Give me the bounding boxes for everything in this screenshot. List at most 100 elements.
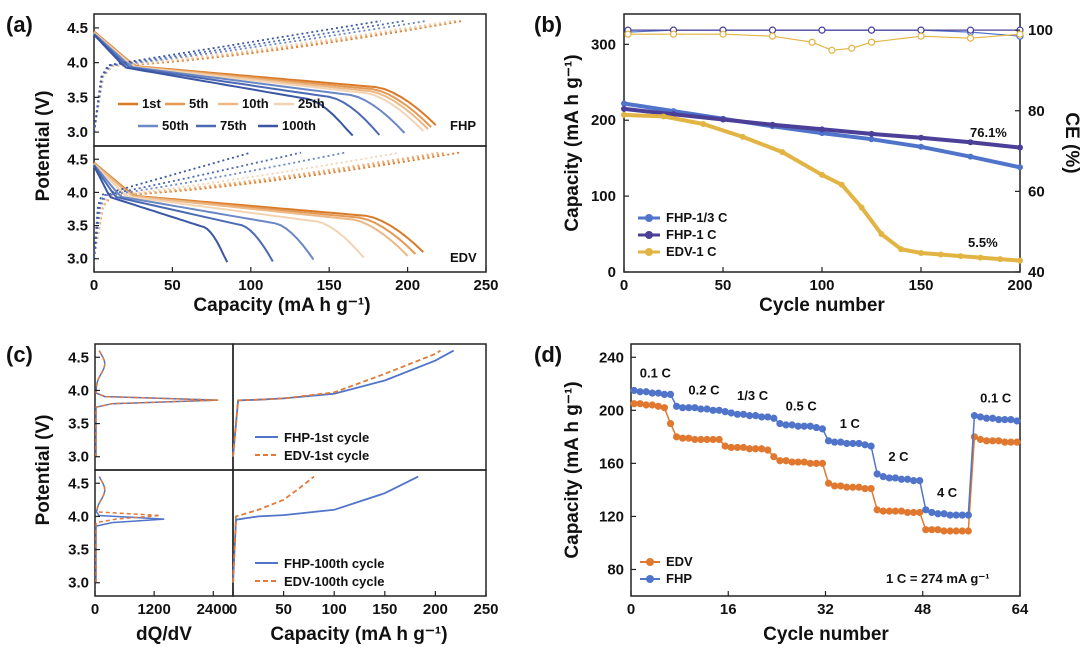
panel-d-point-1-14 xyxy=(715,406,723,414)
panel-d-xlabel: Cycle number xyxy=(763,624,889,645)
panel-b-right-ytick-label-0: 40 xyxy=(1028,264,1045,281)
panel-c-frame-br xyxy=(232,469,487,597)
panel-b-series xyxy=(621,26,1024,264)
panel-a-edv-charge-5 xyxy=(93,151,302,259)
panel-d-point-0-17 xyxy=(733,443,741,452)
panel-a-fhp-charge-1 xyxy=(93,20,458,133)
panel-b-series-line-2 xyxy=(623,112,1021,263)
panel-d-point-0-45 xyxy=(903,508,912,517)
panel-a-fhp-label: FHP xyxy=(450,118,476,133)
panel-b-point-2-1 xyxy=(660,113,667,120)
panel-a-edv-ytick-label-1: 3.5 xyxy=(67,218,88,235)
panel-d-point-1-17 xyxy=(733,410,741,418)
panel-d-point-0-39 xyxy=(867,484,875,493)
panel-a-edv-charge-1 xyxy=(93,151,447,259)
panel-a-legend-label-3: 25th xyxy=(298,96,325,111)
panel-b-ytick-label-2: 200 xyxy=(591,112,616,129)
panel-d-point-0-41 xyxy=(879,507,887,515)
panel-b-point-2-11 xyxy=(937,251,944,258)
panel-b-point-1-8 xyxy=(1017,144,1023,151)
panel-d-point-0-1 xyxy=(636,400,644,408)
panel-a-edv-discharge-3 xyxy=(93,163,365,259)
panel-c-1-ytick-label-2: 4.0 xyxy=(68,508,89,525)
panel-a-edv-ytick-label-0: 3.0 xyxy=(67,251,88,268)
panel-c-100th-fhp-dqdv xyxy=(95,476,165,583)
panel-d-point-0-63 xyxy=(1013,438,1021,446)
panel-c-ylabel: Potential (V) xyxy=(33,415,54,526)
panel-a-edv-discharge-5 xyxy=(93,164,274,262)
panel-c-1-ytick-label-1: 3.5 xyxy=(68,542,89,559)
panel-c-0-ytick-label-0: 3.0 xyxy=(68,449,89,466)
panel-d-point-0-15 xyxy=(721,442,729,450)
panel-d-point-0-32 xyxy=(824,479,833,487)
panel-d-point-0-60 xyxy=(995,437,1003,445)
panel-a-fhp-discharge-5 xyxy=(93,33,381,136)
panel-d-legend-label-0: EDV xyxy=(666,554,693,569)
panel-d-point-0-36 xyxy=(849,483,857,491)
panel-d-point-0-44 xyxy=(897,507,906,515)
panel-b-legend-label-2: EDV-1 C xyxy=(666,244,717,259)
panel-b-ticks: 0 50 100 150 200 0 100 200 300 40 60 80 100 xyxy=(591,22,1053,294)
panel-c-right-xtick-label-4: 200 xyxy=(423,601,448,618)
panel-d-point-1-46 xyxy=(910,477,918,485)
panel-b-point-0-5 xyxy=(868,136,875,143)
panel-d-point-1-20 xyxy=(752,412,760,420)
panel-d-point-0-42 xyxy=(885,507,893,515)
panel-c-0-ytick-label-2: 4.0 xyxy=(68,382,89,399)
panel-d-point-0-26 xyxy=(788,458,796,466)
panel-a-fhp-ytick-label-2: 4.0 xyxy=(67,55,88,72)
panel-c-0-legend-label-1: EDV-1st cycle xyxy=(284,448,369,463)
panel-d-point-1-44 xyxy=(897,475,906,483)
panel-b-point-0-6 xyxy=(918,143,924,150)
panel-d-point-0-3 xyxy=(648,401,656,409)
panel-d-rate-label-7: 0.1 C xyxy=(980,391,1012,406)
panel-a-legend: 1st 5th 10th 25th 50th 75th 100th xyxy=(118,96,325,133)
panel-a-fhp-discharge-6 xyxy=(93,34,354,137)
panel-d-point-0-59 xyxy=(989,437,997,445)
panel-c-right-xlabel: Capacity (mA h g⁻¹) xyxy=(270,624,447,645)
panel-d-point-1-47 xyxy=(916,477,924,485)
panel-d-point-1-9 xyxy=(685,404,693,412)
panel-d-point-0-48 xyxy=(922,526,930,534)
panel-d-point-1-31 xyxy=(818,425,827,433)
panel-d-point-1-3 xyxy=(648,389,656,397)
panel-b-legend-marker-2 xyxy=(645,248,653,256)
panel-d-point-0-47 xyxy=(916,508,924,517)
panel-b-point-2-3 xyxy=(739,133,746,140)
panel-d-point-1-15 xyxy=(721,408,729,416)
panel-b-point-2-6 xyxy=(838,181,845,188)
panel-c-left-xtick-label-0: 0 xyxy=(91,601,99,618)
panel-a-curves xyxy=(93,20,463,263)
panel-d-note: 1 C = 274 mA g⁻¹ xyxy=(886,571,990,586)
panel-b-ce-line-2 xyxy=(628,33,1021,51)
panel-b-ce-point-2-8 xyxy=(917,32,925,40)
panel-d-point-0-13 xyxy=(709,435,717,444)
panel-d-point-0-2 xyxy=(642,401,650,409)
panel-a-bottom-frame xyxy=(93,145,487,273)
panel-d-point-1-8 xyxy=(679,404,687,412)
panel-a-legend-label-5: 75th xyxy=(220,118,247,133)
panel-b-xtick-label-2: 100 xyxy=(809,277,834,294)
panel-d-rate-label-4: 1 C xyxy=(840,416,861,431)
panel-d-point-1-7 xyxy=(672,402,681,410)
panel-d-point-0-38 xyxy=(861,484,869,493)
panel-c-right-xtick-label-5: 250 xyxy=(473,601,498,618)
panel-b-ce-point-2-2 xyxy=(719,30,727,38)
panel-d-point-1-18 xyxy=(739,410,748,418)
panel-a-xtick-label-0: 0 xyxy=(90,277,98,294)
panel-d-ytick-label-2: 160 xyxy=(599,455,624,472)
panel-b-legend-label-1: FHP-1 C xyxy=(666,227,717,242)
panel-d-point-0-43 xyxy=(891,507,899,515)
panel-a-edv-discharge-4 xyxy=(93,164,315,261)
panel-d-series xyxy=(630,386,1021,535)
panel-d-point-0-21 xyxy=(758,445,766,453)
panel-d-point-0-20 xyxy=(752,445,760,453)
panel-d-point-1-57 xyxy=(976,413,985,421)
panel-b-ce-point-1-4 xyxy=(818,26,826,34)
panel-a-legend-label-6: 100th xyxy=(282,118,316,133)
panel-b-xtick-label-3: 150 xyxy=(908,277,933,294)
panel-a-legend-label-1: 5th xyxy=(189,96,209,111)
